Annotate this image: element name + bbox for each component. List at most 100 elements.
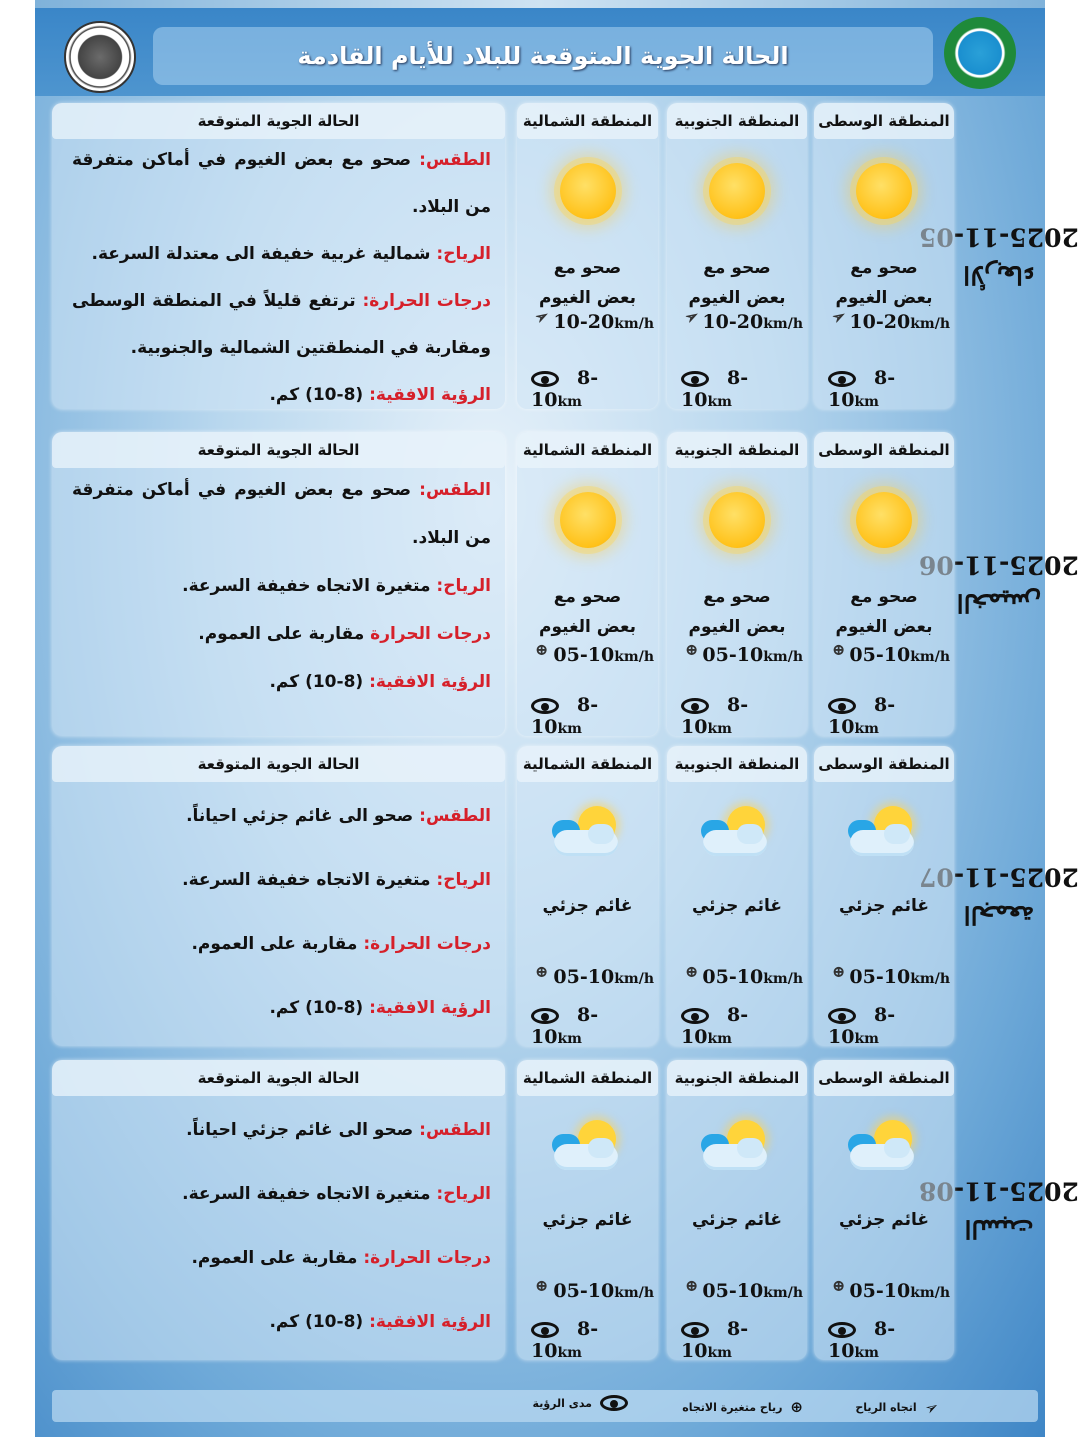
- visibility: 8-10km: [531, 1318, 648, 1362]
- visibility: 8-10km: [828, 1318, 944, 1362]
- partly-cloudy-icon: [548, 802, 628, 866]
- eye-icon: [531, 698, 559, 714]
- wind-value: 10-20: [702, 311, 764, 333]
- visibility-value: 8-10: [681, 694, 749, 738]
- detail-text: (8-10) كم.: [269, 1312, 364, 1332]
- sunny-icon: [709, 492, 765, 548]
- visibility-unit: km: [557, 1031, 582, 1047]
- detail-line: الرياح: متغيرة الاتجاه خفيفة السرعة.: [72, 562, 491, 610]
- wind-value: 05-10: [702, 644, 764, 666]
- visibility-unit: km: [854, 394, 879, 410]
- visibility: 8-10km: [828, 1004, 944, 1048]
- region-name: المنطقة الجنوبية: [667, 1060, 807, 1096]
- region-card: المنطقة الشمالية صحو مع بعض الغيوم ⊕ 05-10k…: [517, 432, 658, 738]
- legend-visibility: مدى الرؤية: [533, 1395, 628, 1411]
- page-title: الحالة الجوية المتوقعة للبلاد للأيام الق…: [153, 27, 933, 85]
- partly-cloudy-icon: [844, 1116, 924, 1180]
- date-label: 2025-11-05 الأربعاء: [919, 103, 1079, 409]
- variable-wind-icon: ⊕: [685, 962, 699, 981]
- wind-speed: ⊕ 05-10km/h: [675, 1276, 803, 1302]
- detail-label: الرؤية الافقية:: [369, 385, 491, 405]
- region-name: المنطقة الوسطى: [814, 103, 954, 139]
- detail-label: الطقس:: [419, 806, 491, 826]
- visibility-value: 8-10: [681, 1004, 749, 1048]
- region-card: المنطقة الجنوبية غائم جزئي ⊕ 05-10km/h 8-10k…: [667, 746, 807, 1048]
- region-card: المنطقة الوسطى غائم جزئي ⊕ 05-10km/h 8-10km: [814, 746, 954, 1048]
- day-name: الجمعة: [963, 900, 1035, 930]
- region-name: المنطقة الوسطى: [814, 1060, 954, 1096]
- condition-text: غائم جزئي: [838, 1210, 930, 1230]
- wind-unit: km/h: [763, 649, 803, 665]
- date-label: 2025-11-08 السبت: [919, 1060, 1079, 1360]
- region-name: المنطقة الوسطى: [814, 746, 954, 782]
- legend-label: مدى الرؤية: [532, 1396, 592, 1410]
- detail-label: الرؤية الافقية:: [369, 672, 491, 692]
- visibility: 8-10km: [681, 1004, 797, 1048]
- icon-part: [587, 824, 614, 844]
- detail-line: الطقس: صحو مع بعض الغيوم في أماكن متفرقة…: [72, 466, 491, 562]
- region-card: المنطقة الشمالية صحو مع بعض الغيوم ➢ 10-20k…: [517, 103, 658, 411]
- region-card: المنطقة الوسطى صحو مع بعض الغيوم ⊕ 05-10km/…: [814, 432, 954, 738]
- wind-unit: km/h: [910, 316, 950, 332]
- date-label: 2025-11-07 الجمعة: [919, 746, 1079, 1046]
- eye-icon: [531, 371, 559, 387]
- visibility-value: 8-10: [531, 694, 599, 738]
- icon-part: [737, 824, 763, 844]
- variable-wind-icon: ⊕: [535, 640, 549, 659]
- visibility-value: 8-10: [828, 367, 896, 411]
- details-text: الطقس: صحو مع بعض الغيوم في أماكن متفرقة…: [72, 466, 491, 706]
- region-name: المنطقة الشمالية: [517, 103, 658, 139]
- visibility-value: 8-10: [681, 367, 749, 411]
- visibility-value: 8-10: [531, 367, 599, 411]
- wind-unit: km/h: [910, 1285, 950, 1301]
- details-title: الحالة الجوية المتوقعة: [52, 103, 505, 139]
- wind-value: 10-20: [849, 311, 911, 333]
- legend-label: اتجاه الرياح: [855, 1401, 917, 1414]
- icon-part: [737, 1138, 763, 1158]
- visibility: 8-10km: [681, 1318, 797, 1362]
- visibility: 8-10km: [681, 694, 797, 738]
- partly-cloudy-icon: [697, 1116, 777, 1180]
- detail-text: (8-10) كم.: [269, 998, 364, 1018]
- partly-cloudy-icon: [548, 1116, 628, 1180]
- variable-wind-icon: ⊕: [535, 962, 549, 981]
- visibility-unit: km: [854, 1345, 879, 1361]
- visibility-value: 8-10: [828, 1004, 896, 1048]
- partly-cloudy-icon: [844, 802, 924, 866]
- visibility-unit: km: [557, 721, 582, 737]
- detail-line: الرياح: متغيرة الاتجاه خفيفة السرعة.: [72, 848, 491, 912]
- wind-unit: km/h: [614, 1285, 654, 1301]
- detail-line: الطقس: صحو الى غائم جزئي احياناً.: [72, 1098, 491, 1162]
- eye-icon: [531, 1008, 559, 1024]
- legend: ➢ اتجاه الرياح ⊕ رياح متغيرة الاتجاه مدى…: [52, 1390, 1038, 1422]
- variable-wind-icon: ⊕: [832, 962, 846, 981]
- wind-value: 10-20: [553, 311, 615, 333]
- condition-text: غائم جزئي: [542, 1210, 633, 1230]
- details-title: الحالة الجوية المتوقعة: [52, 1060, 505, 1096]
- wind-value: 05-10: [849, 644, 911, 666]
- sunny-icon: [559, 492, 616, 548]
- eye-icon: [531, 1322, 559, 1338]
- icon-part: [587, 1138, 614, 1158]
- wind-value: 05-10: [553, 1280, 615, 1302]
- region-card: المنطقة الجنوبية صحو مع بعض الغيوم ➢ 10-20k…: [667, 103, 807, 411]
- visibility-value: 8-10: [531, 1004, 599, 1048]
- wind-direction-arrow-icon: ➢: [920, 1395, 942, 1420]
- eye-icon: [828, 698, 856, 714]
- sunny-icon: [559, 163, 616, 219]
- visibility-unit: km: [707, 1345, 732, 1361]
- detail-line: درجات الحرارة: مقاربة على العموم.: [72, 1226, 491, 1290]
- detail-text: شمالية غربية خفيفة الى معتدلة السرعة.: [91, 244, 431, 264]
- detail-label: الرياح:: [436, 576, 491, 596]
- partly-cloudy-icon: [697, 802, 777, 866]
- details-text: الطقس: صحو الى غائم جزئي احياناً. الرياح:…: [72, 1098, 491, 1354]
- details-text: الطقس: صحو مع بعض الغيوم في أماكن متفرقة…: [72, 137, 491, 419]
- wind-speed: ⊕ 05-10km/h: [822, 1276, 950, 1302]
- top-stripe: [35, 0, 1045, 8]
- detail-line: الطقس: صحو مع بعض الغيوم في أماكن متفرقة…: [72, 137, 491, 231]
- sunny-icon: [856, 163, 912, 219]
- condition-text: غائم جزئي: [691, 1210, 783, 1230]
- wind-value: 05-10: [849, 966, 911, 988]
- sunny-icon: [709, 163, 765, 219]
- detail-text: صحو الى غائم جزئي احياناً.: [186, 1120, 414, 1140]
